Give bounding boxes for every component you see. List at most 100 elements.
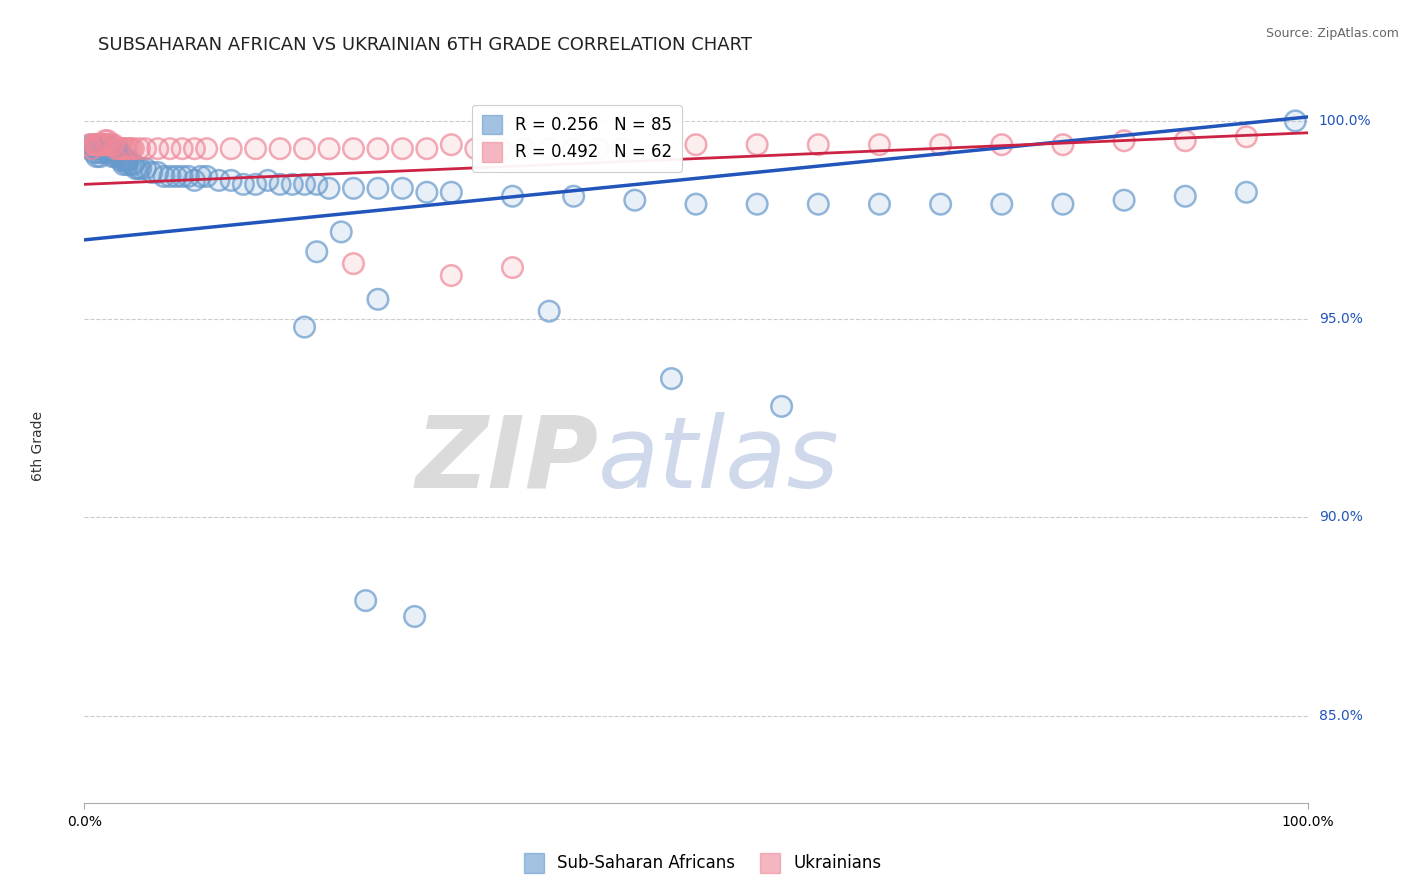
Point: [87, 137, 110, 152]
Point: [86, 137, 108, 152]
Point: [367, 293, 389, 307]
Point: [747, 137, 769, 152]
Point: [105, 145, 128, 160]
Point: [127, 161, 149, 176]
Point: [80, 142, 103, 156]
Point: [98, 142, 121, 156]
Point: [87, 145, 110, 160]
Point: [257, 173, 280, 187]
Point: [77, 142, 100, 156]
Point: [489, 142, 512, 156]
Point: [1114, 134, 1136, 148]
Point: [84, 142, 107, 156]
Text: SUBSAHARAN AFRICAN VS UKRAINIAN 6TH GRADE CORRELATION CHART: SUBSAHARAN AFRICAN VS UKRAINIAN 6TH GRAD…: [98, 36, 752, 54]
Point: [90, 142, 112, 156]
Point: [245, 178, 267, 192]
Point: [90, 137, 112, 152]
Point: [87, 142, 110, 156]
Point: [404, 609, 426, 624]
Point: [100, 142, 122, 156]
Point: [354, 593, 377, 607]
Point: [153, 169, 176, 184]
Point: [294, 178, 316, 192]
Point: [110, 142, 132, 156]
Point: [135, 161, 157, 176]
Point: [128, 142, 150, 156]
Point: [195, 142, 218, 156]
Point: [115, 142, 138, 156]
Point: [245, 142, 267, 156]
Point: [416, 142, 439, 156]
Point: [685, 197, 707, 211]
Point: [807, 137, 830, 152]
Point: [100, 137, 122, 152]
Point: [195, 169, 218, 184]
Point: [416, 186, 439, 200]
Point: [367, 181, 389, 195]
Point: [103, 145, 125, 160]
Point: [172, 142, 194, 156]
Point: [624, 193, 647, 207]
Point: [101, 150, 124, 164]
Point: [869, 197, 891, 211]
Point: [112, 157, 135, 171]
Point: [98, 142, 121, 156]
Point: [128, 142, 150, 156]
Point: [391, 181, 413, 195]
Point: [108, 145, 131, 160]
Point: [114, 153, 136, 168]
Point: [502, 189, 524, 203]
Point: [1174, 189, 1197, 203]
Point: [190, 169, 212, 184]
Point: [391, 142, 413, 156]
Point: [183, 142, 205, 156]
Point: [513, 142, 536, 156]
Point: [97, 145, 120, 160]
Point: [770, 400, 793, 414]
Point: [177, 169, 200, 184]
Point: [129, 161, 152, 176]
Point: [281, 178, 304, 192]
Point: [90, 142, 112, 156]
Point: [105, 142, 128, 156]
Point: [91, 145, 114, 160]
Point: [125, 161, 148, 176]
Point: [97, 137, 120, 152]
Point: [107, 142, 129, 156]
Point: [83, 137, 105, 152]
Point: [747, 197, 769, 211]
Point: [97, 137, 120, 152]
Point: [172, 169, 194, 184]
Point: [869, 197, 891, 211]
Point: [135, 142, 157, 156]
Point: [110, 153, 132, 168]
Point: [929, 197, 952, 211]
Point: [101, 150, 124, 164]
Point: [93, 142, 115, 156]
Point: [104, 150, 127, 164]
Point: [96, 137, 118, 152]
Point: [107, 150, 129, 164]
Point: [165, 169, 187, 184]
Point: [305, 178, 328, 192]
Point: [96, 137, 118, 152]
Point: [97, 142, 120, 156]
Point: [89, 150, 111, 164]
Point: [232, 178, 254, 192]
Point: [115, 157, 138, 171]
Point: [1114, 193, 1136, 207]
Text: 95.0%: 95.0%: [1319, 312, 1362, 326]
Point: [318, 181, 340, 195]
Point: [84, 142, 107, 156]
Point: [367, 142, 389, 156]
Point: [104, 150, 127, 164]
Point: [115, 157, 138, 171]
Point: [391, 181, 413, 195]
Point: [135, 142, 157, 156]
Point: [991, 137, 1014, 152]
Point: [685, 137, 707, 152]
Point: [122, 157, 145, 171]
Point: [94, 134, 117, 148]
Point: [991, 197, 1014, 211]
Point: [146, 165, 169, 179]
